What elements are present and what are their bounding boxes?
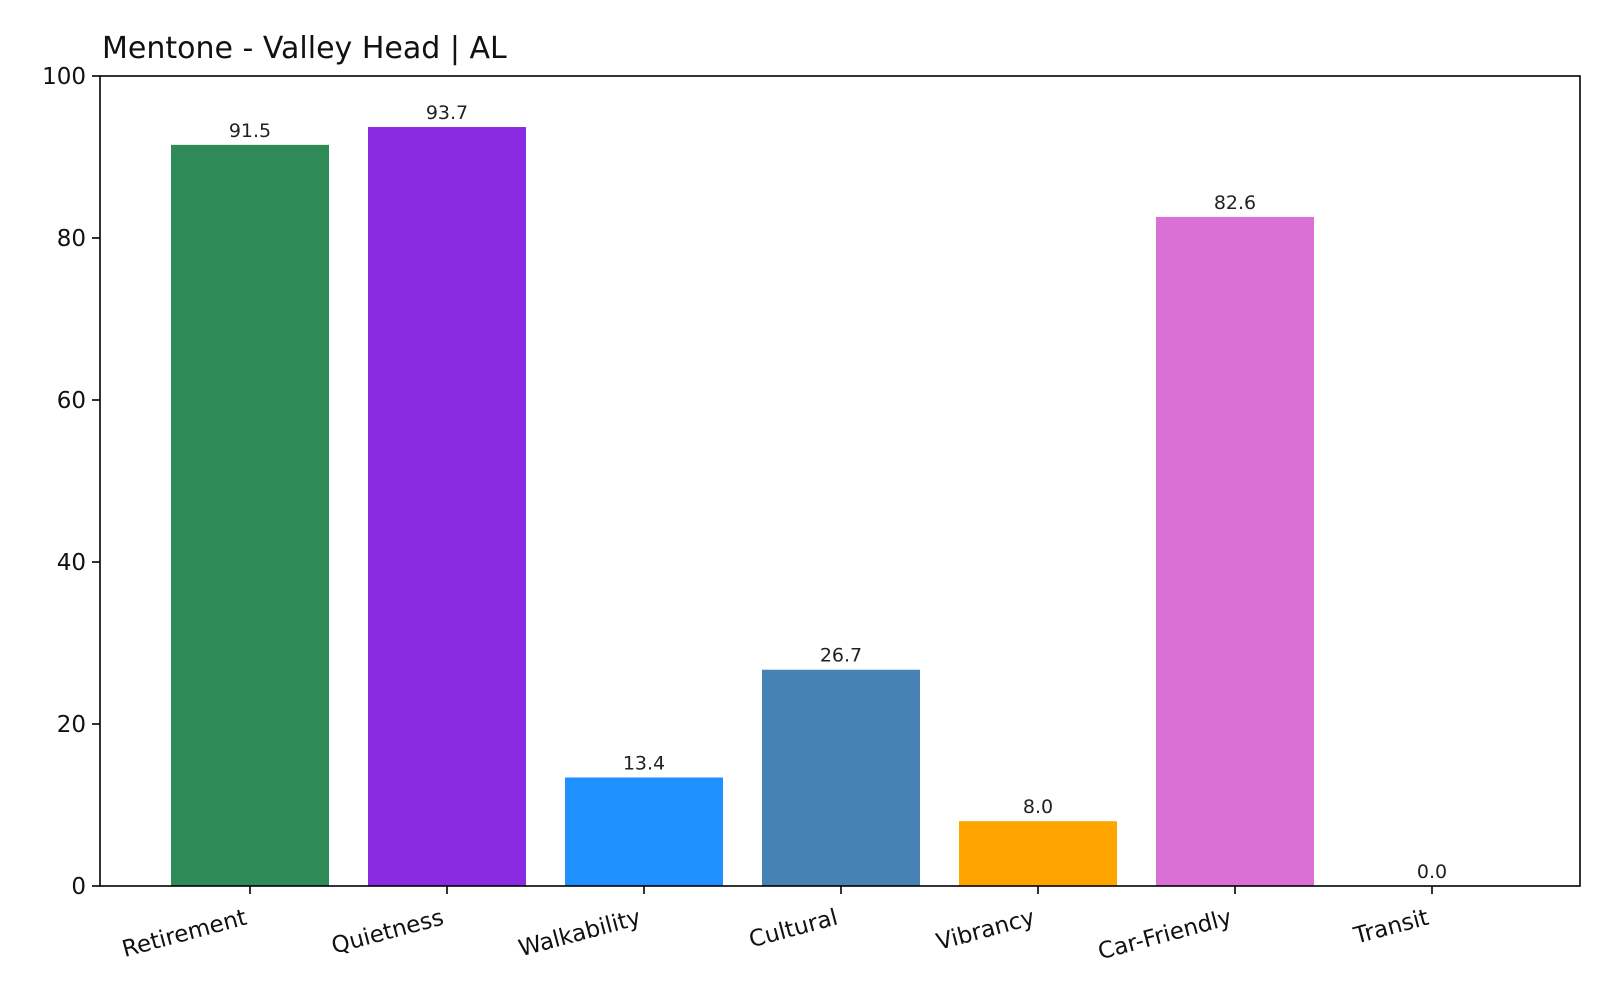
- value-label: 26.7: [820, 645, 862, 667]
- plot-frame: [99, 75, 1581, 887]
- bar-walkability: [565, 777, 723, 886]
- bars-layer: [171, 127, 1314, 887]
- bar-vibrancy: [959, 821, 1117, 886]
- value-label: 93.7: [426, 102, 468, 124]
- x-tick-label: Retirement: [119, 905, 249, 963]
- y-tick-label: 60: [57, 388, 86, 414]
- x-tick-label: Quietness: [329, 905, 447, 960]
- value-label: 13.4: [623, 752, 665, 774]
- y-tick-label: 0: [71, 874, 86, 900]
- x-tick-label: Vibrancy: [934, 905, 1038, 956]
- y-tick-label: 40: [57, 550, 86, 576]
- x-tick-label: Car-Friendly: [1095, 905, 1234, 966]
- y-tick-label: 100: [42, 64, 86, 90]
- value-labels-layer: 91.5 93.7 13.4 26.7 8.0 82.6 0.0: [229, 102, 1447, 883]
- value-label: 8.0: [1023, 796, 1053, 818]
- y-axis: 0 20 40 60 80 100: [42, 64, 100, 900]
- bar-retirement: [171, 144, 329, 887]
- x-tick-label: Cultural: [746, 905, 840, 954]
- x-tick-label: Transit: [1350, 905, 1431, 950]
- bar-cultural: [762, 669, 920, 886]
- chart-title: Mentone - Valley Head | AL: [102, 31, 507, 66]
- x-tick-label: Walkability: [516, 905, 644, 963]
- x-axis: Retirement Quietness Walkability Cultural Vi…: [119, 886, 1433, 966]
- y-tick-label: 20: [57, 712, 86, 738]
- value-label: 0.0: [1417, 861, 1447, 883]
- bar-quietness: [368, 127, 526, 886]
- y-tick-label: 80: [57, 226, 86, 252]
- value-label: 82.6: [1214, 192, 1256, 214]
- bar-car-friendly: [1156, 216, 1314, 886]
- value-label: 91.5: [229, 120, 271, 142]
